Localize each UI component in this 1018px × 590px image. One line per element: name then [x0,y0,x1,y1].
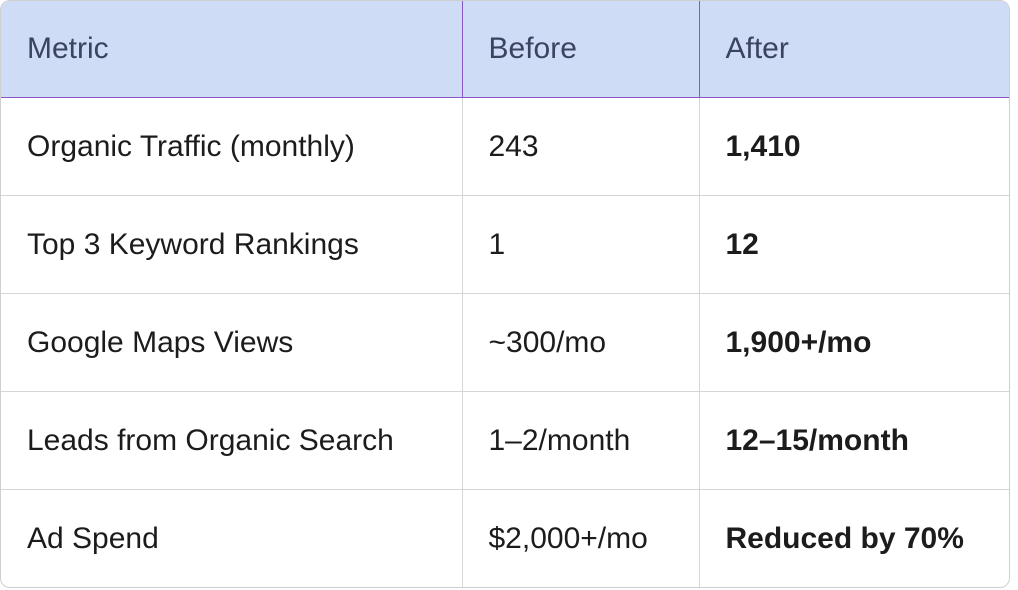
table-cell: Leads from Organic Search [1,391,463,490]
table-cell: ~300/mo [461,293,700,392]
table-row: Google Maps Views ~300/mo 1,900+/mo [1,293,1009,392]
table-cell: Ad Spend [1,489,463,587]
header-row: Metric Before After [1,1,1009,98]
after-cell: 12–15/month [698,391,1009,490]
table-cell: Organic Traffic (monthly) [1,97,463,196]
after-cell: Reduced by 70% [698,489,1009,587]
after-cell: 12 [698,195,1009,294]
table-row: Ad Spend $2,000+/mo Reduced by 70% [1,489,1009,587]
table-cell: 1 [461,195,700,294]
table-row: Top 3 Keyword Rankings 1 12 [1,195,1009,294]
table-cell: Google Maps Views [1,293,463,392]
table-cell: 243 [461,97,700,196]
header-cell: After [698,1,1009,98]
header-cell: Metric [1,1,463,98]
table-row: Organic Traffic (monthly) 243 1,410 [1,97,1009,196]
table-row: Leads from Organic Search 1–2/month 12–15/… [1,391,1009,490]
table-body: Organic Traffic (monthly) 243 1,410 Top 3 K… [1,97,1009,587]
table-cell: $2,000+/mo [461,489,700,587]
after-cell: 1,410 [698,97,1009,196]
after-cell: 1,900+/mo [698,293,1009,392]
header-cell: Before [461,1,700,98]
table-cell: Top 3 Keyword Rankings [1,195,463,294]
table-cell: 1–2/month [461,391,700,490]
